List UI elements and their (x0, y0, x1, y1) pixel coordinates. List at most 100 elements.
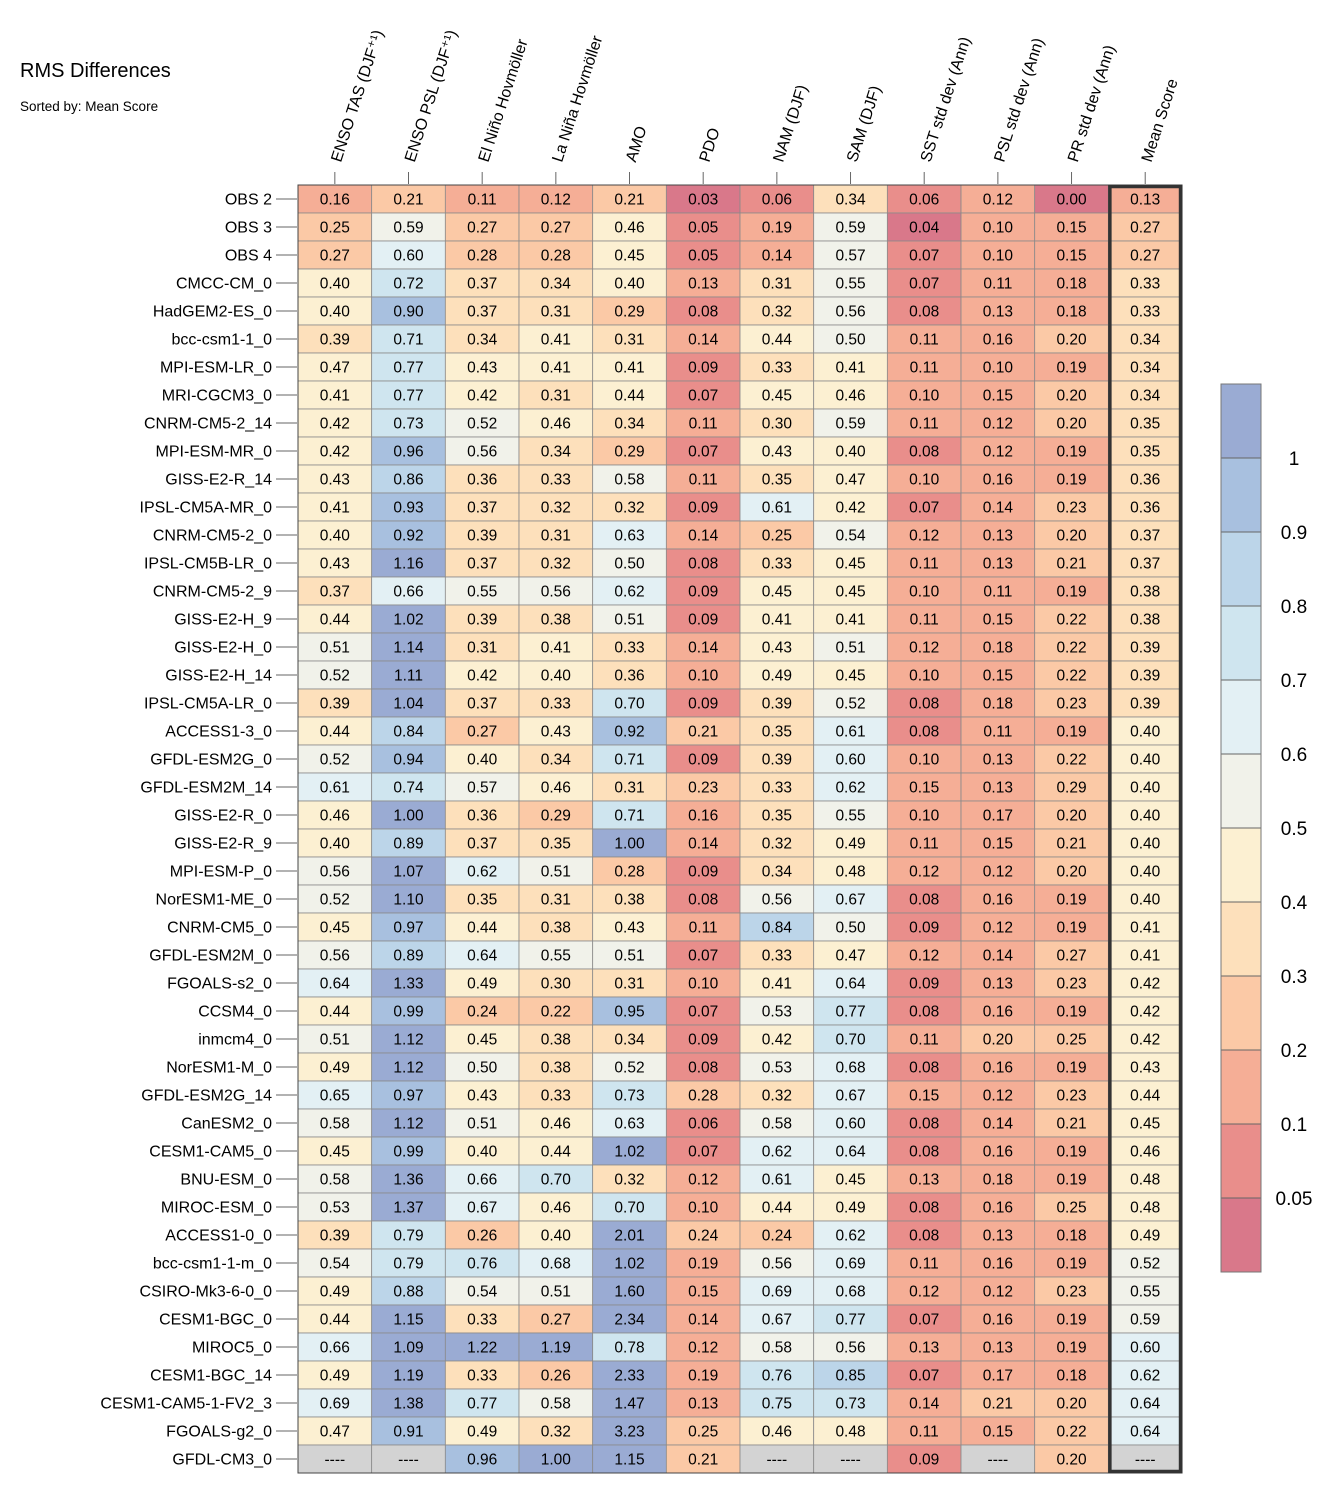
heatmap-cell (886, 604, 962, 634)
heatmap-cell (813, 660, 888, 690)
heatmap-cell (444, 184, 520, 214)
cell-value-label: 0.14 (983, 948, 1014, 965)
cell-value-label: 0.00 (1056, 192, 1087, 209)
heatmap-cell (444, 492, 520, 522)
cell-value-label: 0.23 (1056, 696, 1086, 713)
heatmap-cell (665, 1024, 741, 1054)
colorbar-label: 0.6 (1281, 745, 1307, 766)
cell-value-label: 0.05 (688, 248, 718, 265)
heatmap-cell (739, 1080, 815, 1110)
heatmap-cell (1034, 492, 1109, 522)
cell-value-label: 0.37 (467, 836, 497, 853)
heatmap-cell (1107, 1444, 1183, 1474)
cell-value-label: 0.31 (467, 640, 497, 657)
cell-value-label: 0.43 (541, 724, 571, 741)
heatmap-cell (518, 296, 594, 326)
cell-value-label: 0.10 (909, 388, 940, 405)
row-label: GFDL-ESM2G_0 (150, 752, 272, 769)
cell-value-label: 0.41 (320, 500, 350, 517)
cell-value-label: 0.20 (1056, 388, 1087, 405)
cell-value-label: 0.64 (467, 948, 498, 965)
cell-value-label: 0.53 (762, 1060, 792, 1077)
cell-value-label: 0.58 (762, 1116, 792, 1133)
heatmap-cell (444, 800, 520, 830)
cell-value-label: 0.40 (1130, 724, 1161, 741)
row-label: CESM1-BGC_0 (159, 1312, 272, 1329)
cell-value-label: 0.12 (688, 1340, 718, 1357)
row-label: FGOALS-g2_0 (166, 1424, 272, 1441)
cell-value-label: 0.32 (762, 304, 792, 321)
cell-value-label: 0.40 (320, 836, 351, 853)
cell-value-label: 0.19 (762, 220, 792, 237)
cell-value-label: 0.07 (688, 388, 718, 405)
cell-value-label: 0.33 (762, 556, 792, 573)
cell-value-label: 0.52 (320, 752, 350, 769)
cell-value-label: 0.14 (983, 1116, 1014, 1133)
cell-value-label: 0.96 (393, 444, 423, 461)
row-label: OBS 2 (225, 192, 272, 209)
cell-value-label: 0.22 (1056, 1424, 1086, 1441)
heatmap-cell (813, 716, 888, 746)
heatmap-cell (1034, 828, 1109, 858)
cell-value-label: 0.56 (320, 864, 350, 881)
cell-value-label: 0.44 (320, 724, 351, 741)
cell-value-label: 0.42 (835, 500, 865, 517)
cell-value-label: 0.44 (320, 1004, 351, 1021)
cell-value-label: 0.29 (1056, 780, 1086, 797)
heatmap-cell (1034, 604, 1109, 634)
heatmap-cell (297, 1332, 373, 1362)
cell-value-label: 0.20 (1056, 1452, 1087, 1469)
heatmap-cell (1034, 1220, 1109, 1250)
cell-value-label: 0.66 (320, 1340, 350, 1357)
heatmap-cell (297, 1164, 373, 1194)
cell-value-label: 0.09 (688, 612, 718, 629)
cell-value-label: 0.23 (1056, 1088, 1086, 1105)
heatmap-cell (1034, 296, 1109, 326)
cell-value-label: 0.19 (1056, 472, 1086, 489)
row-label: ACCESS1-0_0 (165, 1228, 272, 1245)
cell-value-label: ---- (767, 1452, 788, 1469)
cell-value-label: 0.41 (320, 388, 350, 405)
cell-value-label: 0.14 (983, 500, 1014, 517)
heatmap-cell (1034, 772, 1109, 802)
heatmap-cell (592, 1276, 667, 1306)
cell-value-label: 0.46 (541, 780, 571, 797)
heatmap-cell (665, 324, 741, 354)
heatmap-cell (739, 296, 815, 326)
heatmap-cell (592, 940, 667, 970)
heatmap-cell (665, 296, 741, 326)
heatmap-cell (1034, 464, 1109, 494)
cell-value-label: 0.28 (614, 864, 644, 881)
cell-value-label: 0.22 (1056, 668, 1086, 685)
cell-value-label: 0.17 (983, 1368, 1013, 1385)
cell-value-label: 0.29 (541, 808, 571, 825)
heatmap-cell (518, 1248, 594, 1278)
colorbar-label: 0.5 (1281, 819, 1307, 840)
heatmap-cell (1034, 1052, 1109, 1082)
heatmap-cell (592, 660, 667, 690)
cell-value-label: 0.85 (835, 1368, 865, 1385)
cell-value-label: 0.34 (467, 332, 498, 349)
cell-value-label: 0.40 (541, 668, 572, 685)
cell-value-label: 0.45 (1130, 1116, 1160, 1133)
cell-value-label: 0.09 (688, 864, 718, 881)
row-label: GISS-E2-H_0 (174, 640, 272, 657)
heatmap-cell (886, 1444, 962, 1474)
heatmap-cell (665, 828, 741, 858)
heatmap-cell (371, 1276, 446, 1306)
cell-value-label: 0.40 (1130, 892, 1161, 909)
cell-value-label: 0.59 (1130, 1312, 1160, 1329)
cell-value-label: 0.31 (762, 276, 792, 293)
heatmap-cell (960, 1024, 1036, 1054)
cell-value-label: 0.39 (1130, 668, 1160, 685)
cell-value-label: 0.97 (393, 920, 423, 937)
colorbar-label: 0.7 (1281, 671, 1307, 692)
column-header: PDO (697, 126, 724, 164)
heatmap-cell (592, 1360, 667, 1390)
cell-value-label: 0.61 (320, 780, 350, 797)
cell-value-label: 0.74 (393, 780, 424, 797)
cell-value-label: 0.09 (909, 976, 939, 993)
cell-value-label: 0.07 (688, 948, 718, 965)
cell-value-label: 0.20 (1056, 332, 1087, 349)
cell-value-label: 0.35 (467, 892, 497, 909)
